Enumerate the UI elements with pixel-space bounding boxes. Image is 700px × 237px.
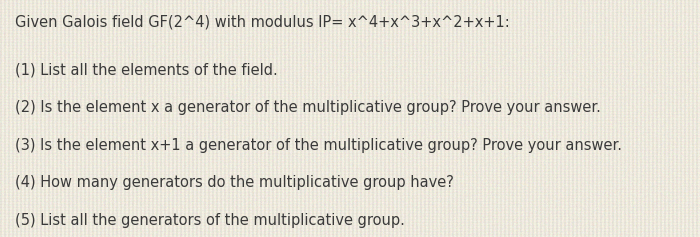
- Text: (1) List all the elements of the field.: (1) List all the elements of the field.: [15, 63, 278, 78]
- Text: (2) Is the element x a generator of the multiplicative group? Prove your answer.: (2) Is the element x a generator of the …: [15, 100, 601, 115]
- Text: (3) Is the element x+1 a generator of the multiplicative group? Prove your answe: (3) Is the element x+1 a generator of th…: [15, 138, 622, 153]
- Text: (4) How many generators do the multiplicative group have?: (4) How many generators do the multiplic…: [15, 175, 454, 190]
- Text: (5) List all the generators of the multiplicative group.: (5) List all the generators of the multi…: [15, 213, 405, 228]
- Text: Given Galois field GF(2^4) with modulus IP= x^4+x^3+x^2+x+1:: Given Galois field GF(2^4) with modulus …: [15, 14, 510, 29]
